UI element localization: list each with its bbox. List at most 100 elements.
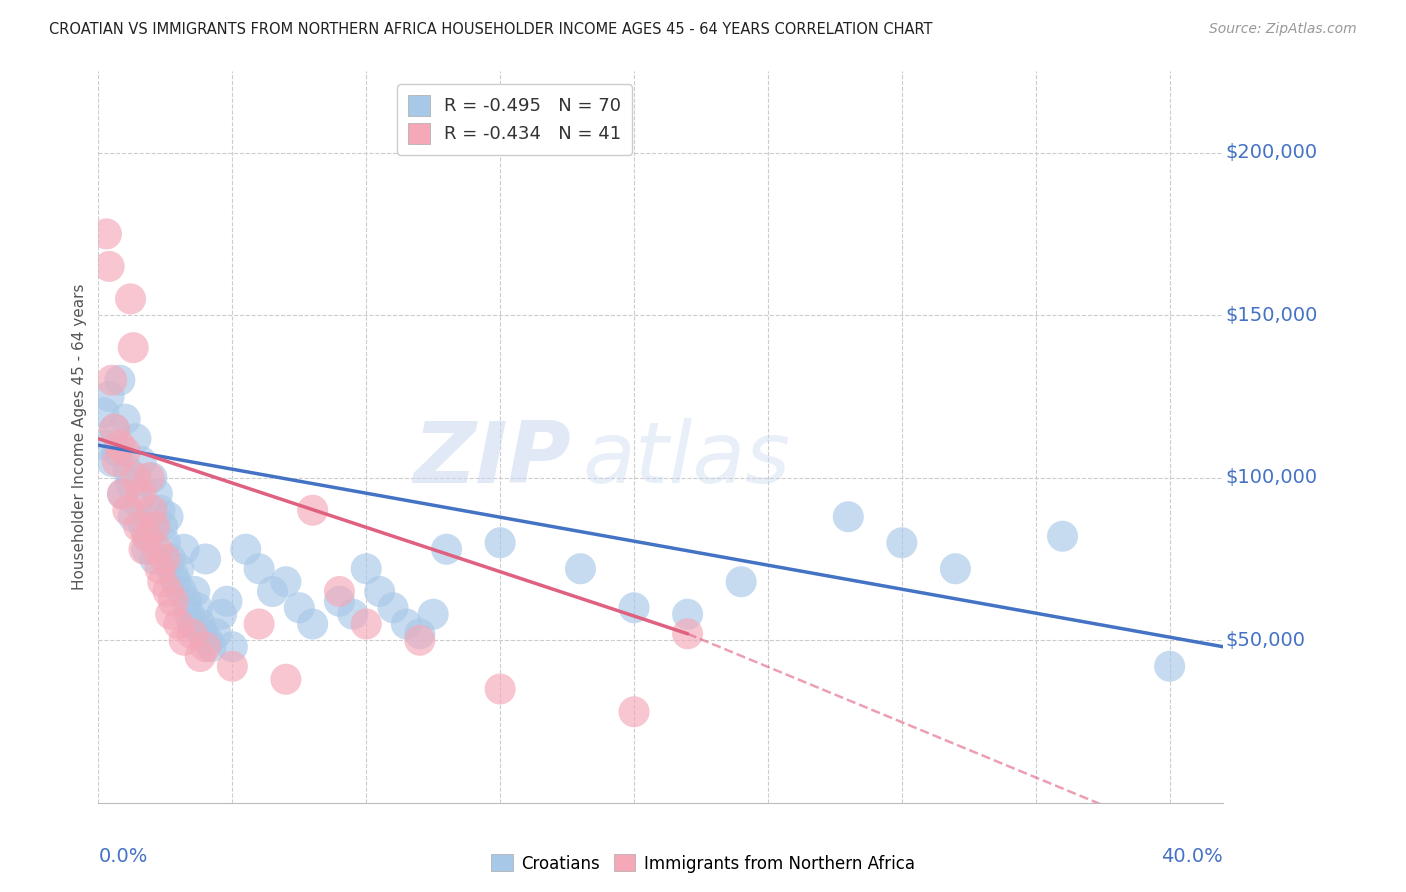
- Point: [114, 444, 136, 458]
- Point: [167, 562, 190, 576]
- Text: $150,000: $150,000: [1226, 306, 1317, 325]
- Point: [101, 454, 124, 468]
- Text: $50,000: $50,000: [1226, 631, 1305, 649]
- Legend: R = -0.495   N = 70, R = -0.434   N = 41: R = -0.495 N = 70, R = -0.434 N = 41: [396, 84, 633, 154]
- Point: [409, 633, 432, 648]
- Point: [155, 552, 177, 566]
- Point: [221, 659, 243, 673]
- Point: [170, 584, 193, 599]
- Point: [184, 584, 207, 599]
- Point: [108, 373, 131, 387]
- Point: [117, 503, 139, 517]
- Point: [489, 535, 512, 549]
- Point: [274, 673, 297, 687]
- Point: [98, 389, 121, 403]
- Point: [1052, 529, 1074, 543]
- Point: [409, 626, 432, 640]
- Point: [328, 584, 350, 599]
- Point: [122, 509, 145, 524]
- Point: [128, 497, 150, 511]
- Point: [138, 471, 160, 485]
- Point: [623, 705, 645, 719]
- Point: [730, 574, 752, 589]
- Point: [105, 454, 128, 468]
- Point: [96, 438, 118, 452]
- Point: [125, 432, 148, 446]
- Y-axis label: Householder Income Ages 45 - 64 years: Householder Income Ages 45 - 64 years: [72, 284, 87, 591]
- Point: [138, 529, 160, 543]
- Point: [368, 584, 391, 599]
- Text: ZIP: ZIP: [413, 417, 571, 500]
- Point: [103, 422, 125, 436]
- Point: [173, 633, 195, 648]
- Point: [274, 574, 297, 589]
- Point: [120, 477, 142, 491]
- Point: [101, 373, 124, 387]
- Text: Source: ZipAtlas.com: Source: ZipAtlas.com: [1209, 22, 1357, 37]
- Point: [262, 584, 284, 599]
- Point: [129, 454, 152, 468]
- Point: [159, 607, 181, 622]
- Point: [211, 607, 233, 622]
- Point: [342, 607, 364, 622]
- Point: [328, 594, 350, 608]
- Point: [146, 542, 169, 557]
- Point: [205, 626, 228, 640]
- Point: [890, 535, 912, 549]
- Point: [235, 542, 257, 557]
- Point: [395, 617, 418, 632]
- Point: [132, 542, 155, 557]
- Point: [111, 487, 134, 501]
- Point: [108, 438, 131, 452]
- Point: [191, 626, 214, 640]
- Point: [173, 542, 195, 557]
- Point: [569, 562, 592, 576]
- Point: [382, 600, 405, 615]
- Point: [157, 509, 180, 524]
- Point: [93, 406, 115, 420]
- Point: [162, 568, 184, 582]
- Point: [623, 600, 645, 615]
- Text: CROATIAN VS IMMIGRANTS FROM NORTHERN AFRICA HOUSEHOLDER INCOME AGES 45 - 64 YEAR: CROATIAN VS IMMIGRANTS FROM NORTHERN AFR…: [49, 22, 932, 37]
- Point: [111, 487, 134, 501]
- Point: [288, 600, 311, 615]
- Point: [155, 535, 177, 549]
- Point: [181, 617, 204, 632]
- Point: [159, 552, 181, 566]
- Point: [103, 422, 125, 436]
- Point: [200, 640, 222, 654]
- Text: 40.0%: 40.0%: [1161, 847, 1223, 866]
- Point: [945, 562, 967, 576]
- Text: $200,000: $200,000: [1226, 143, 1317, 162]
- Point: [676, 626, 699, 640]
- Text: atlas: atlas: [582, 417, 790, 500]
- Point: [122, 341, 145, 355]
- Point: [221, 640, 243, 654]
- Point: [301, 503, 323, 517]
- Point: [837, 509, 859, 524]
- Point: [157, 584, 180, 599]
- Point: [301, 617, 323, 632]
- Point: [149, 562, 172, 576]
- Point: [162, 594, 184, 608]
- Point: [152, 519, 174, 533]
- Text: $100,000: $100,000: [1226, 468, 1317, 487]
- Point: [152, 574, 174, 589]
- Point: [146, 487, 169, 501]
- Point: [167, 617, 190, 632]
- Point: [186, 600, 208, 615]
- Point: [422, 607, 444, 622]
- Point: [188, 617, 211, 632]
- Point: [247, 562, 270, 576]
- Point: [143, 552, 166, 566]
- Point: [129, 487, 152, 501]
- Point: [354, 562, 377, 576]
- Point: [149, 503, 172, 517]
- Point: [176, 594, 198, 608]
- Point: [676, 607, 699, 622]
- Point: [188, 649, 211, 664]
- Point: [179, 607, 201, 622]
- Point: [120, 292, 142, 306]
- Point: [141, 503, 163, 517]
- Point: [98, 260, 121, 274]
